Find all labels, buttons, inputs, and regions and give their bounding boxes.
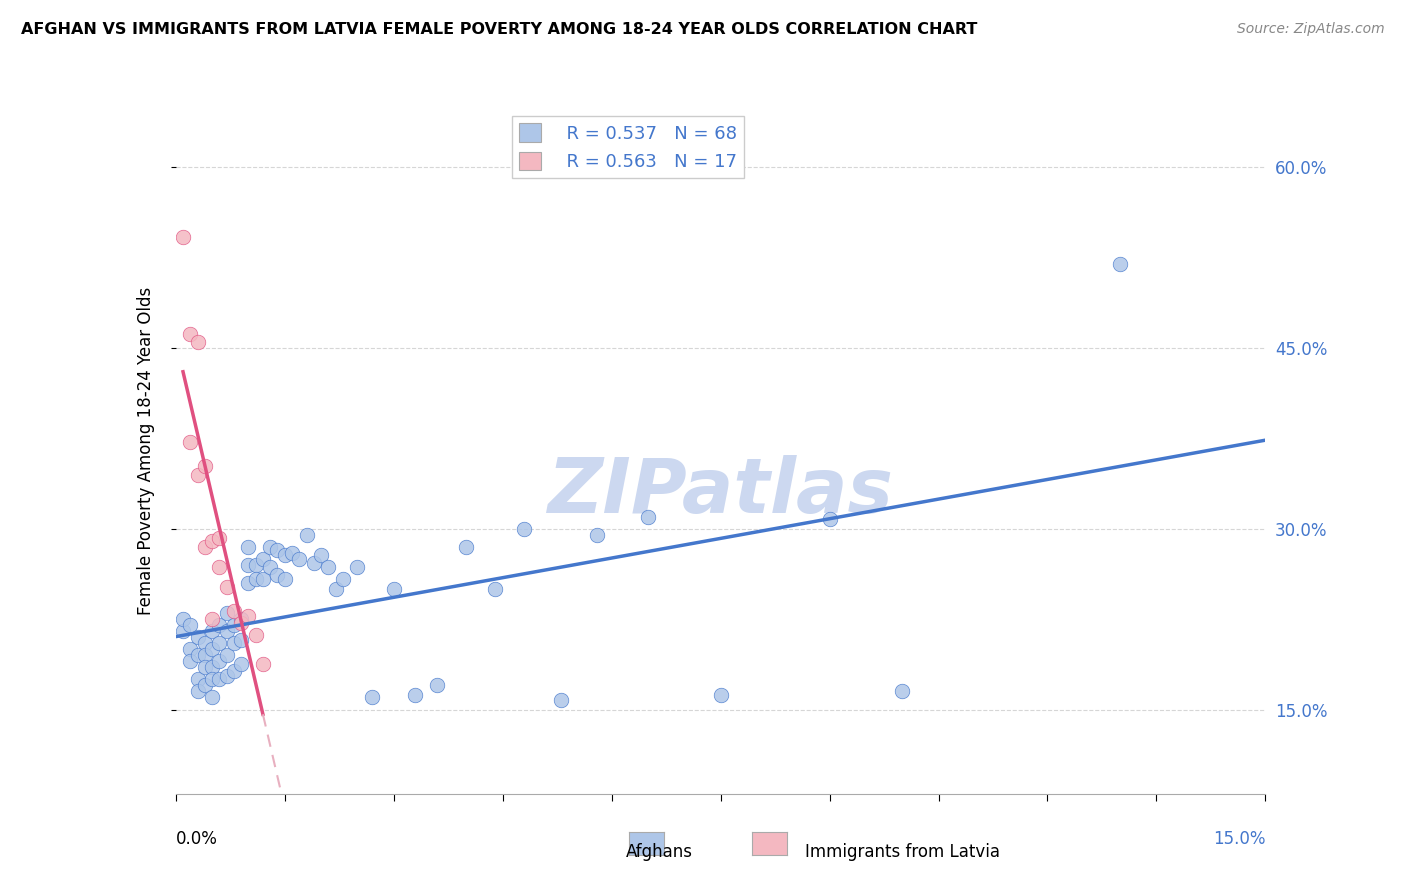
Point bbox=[194, 540, 217, 554]
Point bbox=[302, 556, 325, 570]
Point bbox=[201, 533, 224, 548]
Point bbox=[309, 549, 332, 563]
Point bbox=[513, 522, 536, 536]
Text: 0.0%: 0.0% bbox=[176, 830, 218, 847]
Point bbox=[215, 648, 238, 663]
Point bbox=[186, 467, 209, 482]
Text: ZIPatlas: ZIPatlas bbox=[547, 455, 894, 529]
Point bbox=[346, 560, 368, 574]
Point bbox=[215, 624, 238, 639]
Point bbox=[208, 654, 231, 668]
Point bbox=[194, 636, 217, 650]
Text: 15.0%: 15.0% bbox=[1213, 830, 1265, 847]
Point bbox=[186, 334, 209, 349]
Legend:   R = 0.537   N = 68,   R = 0.563   N = 17: R = 0.537 N = 68, R = 0.563 N = 17 bbox=[512, 116, 744, 178]
Point bbox=[456, 540, 478, 554]
Point bbox=[252, 552, 274, 566]
Point bbox=[586, 528, 609, 542]
Point bbox=[266, 567, 288, 582]
Point bbox=[1109, 257, 1132, 271]
Point bbox=[194, 648, 217, 663]
Point bbox=[252, 573, 274, 587]
Point bbox=[325, 582, 347, 596]
Point bbox=[231, 632, 253, 647]
Point bbox=[710, 688, 733, 702]
Point bbox=[891, 684, 914, 698]
Point bbox=[231, 615, 253, 630]
Point bbox=[172, 624, 194, 639]
Point bbox=[201, 660, 224, 674]
Text: AFGHAN VS IMMIGRANTS FROM LATVIA FEMALE POVERTY AMONG 18-24 YEAR OLDS CORRELATIO: AFGHAN VS IMMIGRANTS FROM LATVIA FEMALE … bbox=[21, 22, 977, 37]
Point bbox=[222, 664, 245, 678]
Point bbox=[179, 435, 201, 450]
Point bbox=[201, 673, 224, 687]
Point bbox=[186, 648, 209, 663]
Point bbox=[259, 540, 281, 554]
Point bbox=[172, 230, 194, 244]
Point bbox=[208, 560, 231, 574]
Point bbox=[426, 678, 449, 692]
Point bbox=[231, 612, 253, 626]
Point bbox=[238, 558, 260, 572]
Point bbox=[215, 606, 238, 620]
Point bbox=[194, 660, 217, 674]
Point bbox=[231, 657, 253, 671]
Point bbox=[186, 673, 209, 687]
Point bbox=[194, 678, 217, 692]
Text: Source: ZipAtlas.com: Source: ZipAtlas.com bbox=[1237, 22, 1385, 37]
Point bbox=[274, 573, 297, 587]
Text: Afghans: Afghans bbox=[626, 843, 692, 861]
Point bbox=[259, 560, 281, 574]
Point bbox=[288, 552, 311, 566]
Point bbox=[201, 690, 224, 705]
Point bbox=[201, 612, 224, 626]
Point bbox=[222, 604, 245, 618]
Point bbox=[295, 528, 318, 542]
Point bbox=[172, 612, 194, 626]
Point bbox=[281, 546, 304, 560]
Point bbox=[318, 560, 340, 574]
Point bbox=[208, 673, 231, 687]
Point bbox=[818, 512, 841, 526]
Point bbox=[245, 628, 267, 642]
Point bbox=[179, 654, 201, 668]
Point bbox=[208, 618, 231, 632]
Point bbox=[484, 582, 506, 596]
Point bbox=[637, 509, 659, 524]
Point bbox=[222, 636, 245, 650]
Point bbox=[252, 657, 274, 671]
Point bbox=[238, 576, 260, 591]
Point bbox=[245, 558, 267, 572]
Point bbox=[238, 540, 260, 554]
Point bbox=[208, 532, 231, 546]
Point bbox=[215, 669, 238, 683]
Point bbox=[186, 630, 209, 644]
Point bbox=[405, 688, 427, 702]
Point bbox=[179, 618, 201, 632]
Point bbox=[186, 684, 209, 698]
Point bbox=[179, 642, 201, 657]
Point bbox=[208, 636, 231, 650]
Point bbox=[201, 624, 224, 639]
Y-axis label: Female Poverty Among 18-24 Year Olds: Female Poverty Among 18-24 Year Olds bbox=[136, 286, 155, 615]
Point bbox=[550, 693, 572, 707]
Point bbox=[382, 582, 405, 596]
Point bbox=[222, 618, 245, 632]
Point bbox=[201, 642, 224, 657]
Point bbox=[266, 543, 288, 558]
Text: Immigrants from Latvia: Immigrants from Latvia bbox=[806, 843, 1000, 861]
Point bbox=[194, 459, 217, 474]
Point bbox=[332, 573, 354, 587]
Point bbox=[360, 690, 382, 705]
Point bbox=[179, 326, 201, 341]
Point bbox=[215, 580, 238, 594]
Point bbox=[274, 549, 297, 563]
Point bbox=[238, 608, 260, 623]
Point bbox=[245, 573, 267, 587]
